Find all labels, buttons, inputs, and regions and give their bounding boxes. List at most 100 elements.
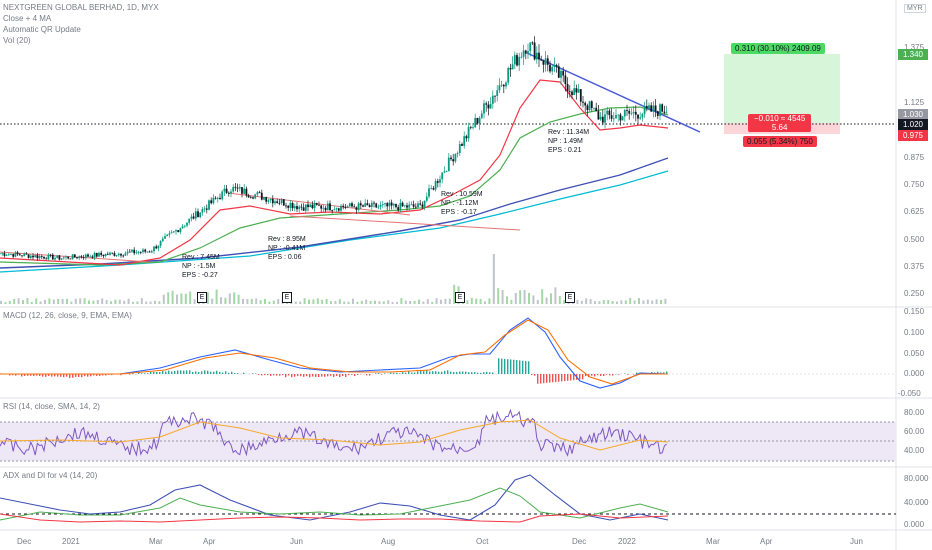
- candle-body[interactable]: [465, 136, 468, 139]
- candle-body[interactable]: [351, 203, 353, 207]
- candle-body[interactable]: [194, 211, 197, 219]
- candle-body[interactable]: [632, 111, 635, 114]
- candle-body[interactable]: [430, 188, 433, 189]
- candle-body[interactable]: [208, 200, 210, 210]
- candle-body[interactable]: [238, 187, 241, 189]
- candle-body[interactable]: [428, 188, 430, 197]
- candle-body[interactable]: [436, 181, 439, 183]
- currency-button[interactable]: MYR: [904, 4, 926, 13]
- candle-body[interactable]: [157, 245, 160, 249]
- candle-body[interactable]: [260, 192, 263, 200]
- candle-body[interactable]: [577, 89, 580, 93]
- candle-body[interactable]: [511, 64, 514, 70]
- candle-body[interactable]: [0, 253, 1, 255]
- candle-body[interactable]: [7, 254, 10, 256]
- candle-body[interactable]: [124, 253, 127, 256]
- candle-body[interactable]: [478, 117, 481, 124]
- candle-body[interactable]: [256, 192, 259, 195]
- candle-body[interactable]: [133, 249, 136, 254]
- candle-body[interactable]: [612, 118, 615, 120]
- candle-body[interactable]: [69, 258, 72, 260]
- candle-body[interactable]: [491, 95, 494, 104]
- candle-body[interactable]: [529, 42, 532, 52]
- candle-body[interactable]: [80, 256, 83, 258]
- candle-body[interactable]: [267, 200, 270, 202]
- candle-body[interactable]: [615, 115, 617, 119]
- candle-body[interactable]: [179, 228, 182, 233]
- candle-body[interactable]: [634, 111, 637, 115]
- candle-body[interactable]: [186, 222, 188, 226]
- candle-body[interactable]: [659, 104, 661, 116]
- candle-body[interactable]: [232, 186, 235, 192]
- candle-body[interactable]: [282, 199, 285, 206]
- candle-body[interactable]: [421, 204, 424, 207]
- candle-body[interactable]: [324, 207, 327, 211]
- candle-body[interactable]: [49, 254, 52, 256]
- candle-body[interactable]: [353, 206, 356, 208]
- candle-body[interactable]: [73, 254, 76, 258]
- candle-body[interactable]: [412, 204, 415, 207]
- candle-body[interactable]: [331, 210, 334, 211]
- candle-body[interactable]: [106, 253, 109, 255]
- candle-body[interactable]: [111, 252, 114, 254]
- candle-body[interactable]: [562, 70, 565, 76]
- candle-body[interactable]: [340, 205, 342, 211]
- candle-body[interactable]: [183, 225, 186, 227]
- candle-body[interactable]: [104, 253, 107, 257]
- candle-body[interactable]: [76, 257, 78, 259]
- candle-body[interactable]: [399, 202, 402, 211]
- candle-body[interactable]: [223, 188, 226, 192]
- candle-body[interactable]: [60, 258, 63, 260]
- earnings-marker[interactable]: E: [197, 292, 207, 303]
- candle-body[interactable]: [531, 42, 534, 44]
- candle-body[interactable]: [357, 203, 360, 210]
- candle-body[interactable]: [21, 255, 23, 257]
- candle-body[interactable]: [287, 205, 290, 208]
- candle-body[interactable]: [639, 117, 642, 119]
- candle-body[interactable]: [621, 116, 624, 121]
- candle-body[interactable]: [544, 58, 547, 65]
- candle-body[interactable]: [403, 205, 406, 207]
- candle-body[interactable]: [148, 251, 151, 253]
- candle-body[interactable]: [392, 203, 395, 206]
- candle-body[interactable]: [395, 203, 397, 208]
- candle-body[interactable]: [280, 199, 283, 203]
- candle-body[interactable]: [56, 255, 59, 258]
- candle-body[interactable]: [230, 191, 232, 194]
- candle-body[interactable]: [441, 172, 444, 180]
- candle-body[interactable]: [18, 254, 21, 256]
- candle-body[interactable]: [320, 205, 323, 209]
- candle-body[interactable]: [480, 113, 483, 118]
- candle-body[interactable]: [269, 198, 272, 201]
- candle-body[interactable]: [623, 110, 626, 117]
- candle-body[interactable]: [564, 75, 567, 85]
- candle-body[interactable]: [36, 255, 39, 259]
- candle-body[interactable]: [93, 252, 96, 258]
- candle-body[interactable]: [117, 253, 120, 256]
- candle-body[interactable]: [188, 218, 191, 223]
- candle-body[interactable]: [553, 64, 556, 67]
- candle-body[interactable]: [463, 136, 466, 146]
- candle-body[interactable]: [210, 200, 213, 204]
- candle-body[interactable]: [452, 159, 455, 162]
- candle-body[interactable]: [285, 205, 287, 207]
- candle-body[interactable]: [502, 84, 505, 87]
- candle-body[interactable]: [214, 197, 217, 199]
- candle-body[interactable]: [54, 257, 56, 260]
- candle-body[interactable]: [243, 188, 246, 194]
- candle-body[interactable]: [326, 203, 329, 211]
- candle-body[interactable]: [197, 211, 199, 218]
- candle-body[interactable]: [500, 84, 503, 86]
- candle-body[interactable]: [278, 202, 281, 204]
- candle-body[interactable]: [390, 202, 393, 206]
- candle-body[interactable]: [366, 203, 369, 206]
- candle-body[interactable]: [32, 255, 34, 258]
- candle-body[interactable]: [1, 253, 4, 254]
- candle-body[interactable]: [434, 181, 437, 190]
- candle-body[interactable]: [65, 256, 67, 258]
- candle-body[interactable]: [216, 197, 219, 199]
- candle-body[interactable]: [335, 208, 338, 210]
- candle-body[interactable]: [489, 103, 492, 109]
- candle-body[interactable]: [573, 88, 576, 96]
